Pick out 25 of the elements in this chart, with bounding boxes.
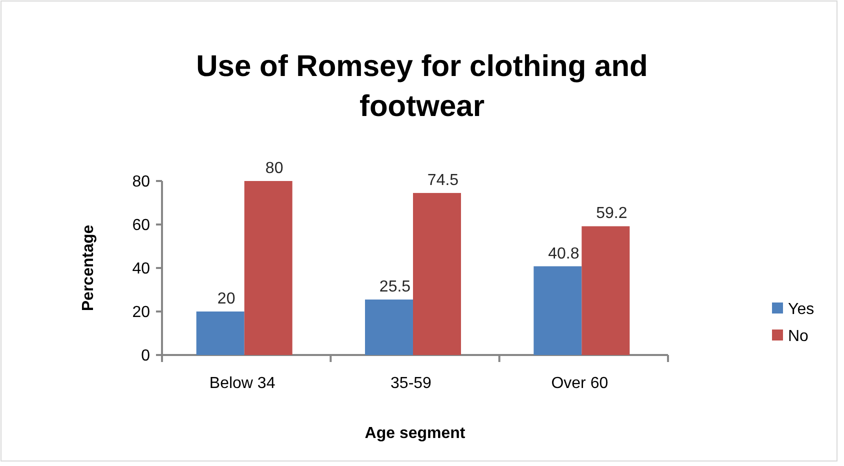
chart-title: Use of Romsey for clothing and footwear xyxy=(196,50,648,123)
bar xyxy=(534,266,582,355)
bar xyxy=(413,192,461,355)
x-tick-label: Below 34 xyxy=(209,375,276,392)
bar xyxy=(196,312,244,355)
y-tick-label: 60 xyxy=(132,217,150,234)
bar xyxy=(244,181,292,355)
y-axis-title: Percentage xyxy=(80,224,97,312)
y-tick-label: 20 xyxy=(132,304,150,322)
bar xyxy=(365,300,413,355)
data-label: 20 xyxy=(217,290,236,308)
x-tick-label: Over 60 xyxy=(551,375,608,392)
bar xyxy=(582,226,630,355)
y-tick-label: 0 xyxy=(141,348,150,365)
data-label: 40.8 xyxy=(548,245,580,262)
legend-label: No xyxy=(788,328,809,346)
data-label: 25.5 xyxy=(379,278,411,296)
y-tick-label: 80 xyxy=(132,174,150,191)
x-axis-title: Age segment xyxy=(364,425,466,442)
data-label: 59.2 xyxy=(596,205,628,222)
data-label: 80 xyxy=(265,160,284,177)
data-label: 74.5 xyxy=(427,172,459,189)
y-tick-label: 40 xyxy=(132,260,150,278)
legend-label: Yes xyxy=(788,301,814,318)
x-tick-label: 35-59 xyxy=(390,375,432,392)
